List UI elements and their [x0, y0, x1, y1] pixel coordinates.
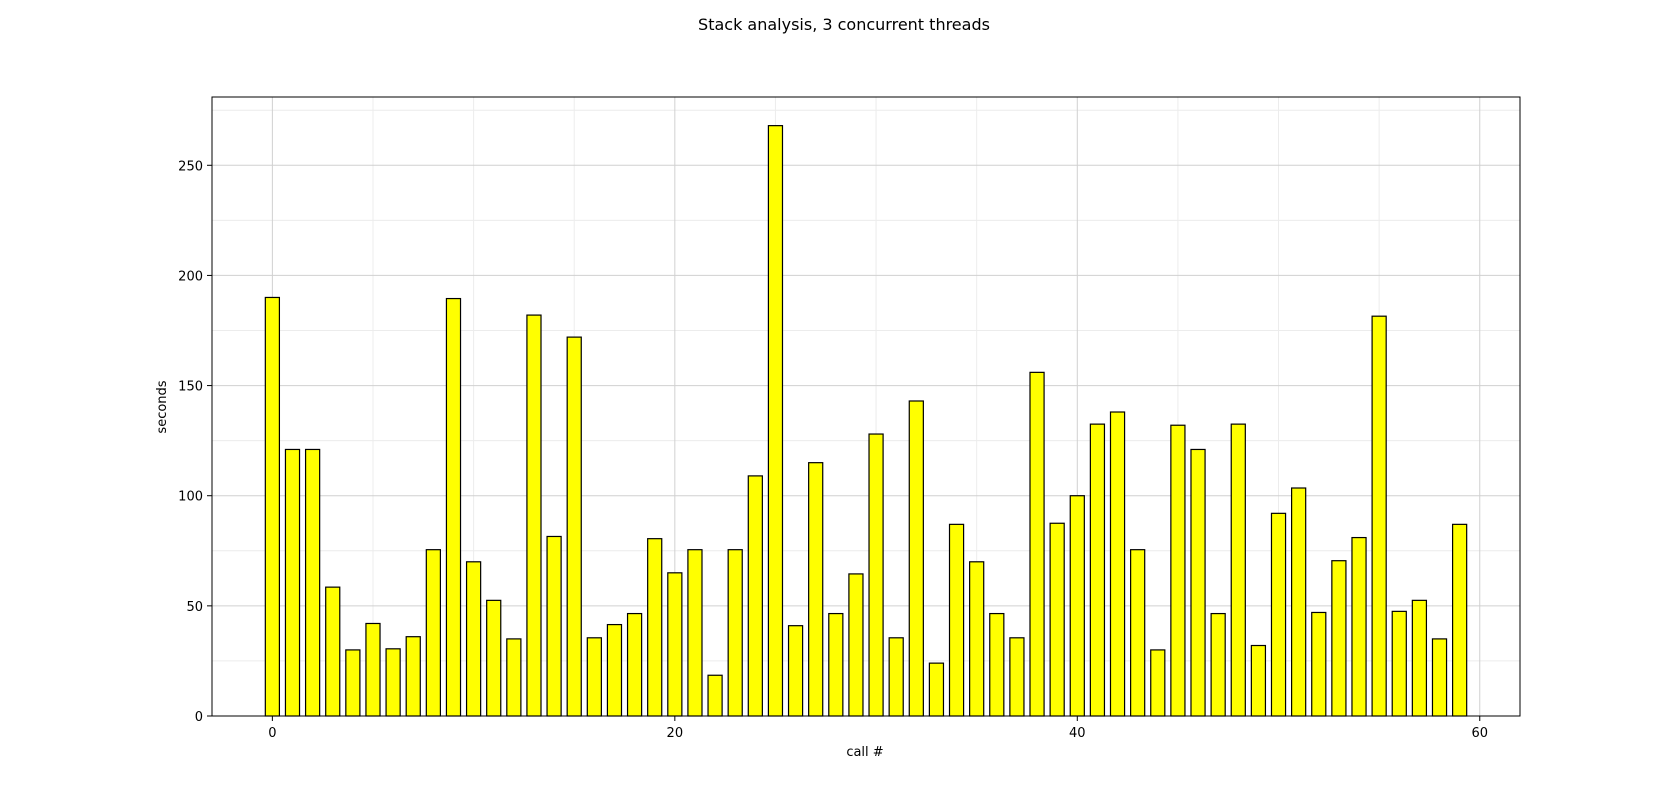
bar	[1029, 371, 1045, 717]
bar	[787, 625, 804, 717]
bar	[1311, 611, 1327, 717]
bar	[868, 433, 884, 717]
y-axis-label: seconds	[155, 380, 170, 433]
x-tick-label: 0	[268, 726, 276, 741]
bar	[1331, 560, 1347, 717]
bar	[1190, 448, 1206, 717]
bar	[1431, 638, 1448, 717]
x-axis: 0 20 40 60	[268, 716, 1488, 741]
bar	[1351, 536, 1367, 717]
bar	[888, 637, 904, 717]
bar	[828, 612, 844, 717]
plot-frame	[211, 96, 1521, 717]
y-tick-label: 0	[195, 710, 203, 725]
bar	[808, 462, 824, 717]
bar	[1250, 644, 1267, 717]
y-tick-label: 150	[178, 380, 203, 395]
bar	[948, 523, 965, 717]
bar	[1089, 423, 1106, 717]
bar	[1069, 495, 1085, 717]
y-tick-label: 50	[186, 600, 203, 615]
bar	[385, 648, 401, 717]
bar	[1109, 411, 1126, 717]
bar	[304, 448, 321, 717]
chart-title: Stack analysis, 3 concurrent threads	[698, 15, 990, 34]
x-tick-label: 40	[1069, 726, 1086, 741]
y-axis: 0 50 100 150 200 250	[178, 159, 212, 725]
bar	[586, 637, 602, 717]
bar	[1270, 512, 1287, 717]
bar	[546, 535, 562, 717]
bar	[767, 125, 784, 717]
y-tick-label: 200	[178, 269, 203, 284]
bars	[264, 125, 1468, 717]
bar	[687, 549, 703, 717]
bar	[928, 662, 945, 717]
bar	[526, 314, 542, 717]
bar	[727, 549, 743, 717]
bar	[465, 561, 482, 717]
bar	[1411, 599, 1428, 717]
bar	[284, 448, 301, 717]
bar	[1009, 637, 1025, 717]
bar	[425, 549, 441, 717]
bar	[1130, 549, 1146, 717]
bar	[989, 612, 1005, 717]
x-axis-label: call #	[846, 745, 883, 760]
bar	[908, 400, 924, 717]
bar	[848, 573, 864, 717]
bar	[626, 612, 643, 717]
bar	[606, 623, 623, 717]
bar	[506, 638, 522, 717]
bar	[445, 297, 462, 717]
bar	[486, 599, 502, 717]
bar	[707, 674, 723, 717]
bar	[264, 296, 281, 717]
y-tick-label: 100	[178, 490, 203, 505]
bar	[667, 572, 683, 717]
x-tick-label: 60	[1471, 726, 1488, 741]
bar	[1049, 522, 1065, 717]
bar	[1291, 487, 1307, 717]
bar	[1451, 523, 1468, 717]
bar	[1230, 423, 1246, 717]
bar	[365, 622, 381, 717]
bar	[345, 649, 361, 717]
bar	[566, 336, 582, 717]
bar	[647, 538, 663, 717]
x-tick-label: 20	[667, 726, 684, 741]
y-tick-label: 250	[178, 159, 203, 174]
bar	[1371, 315, 1387, 717]
bar	[747, 475, 763, 717]
bar	[1150, 649, 1166, 717]
bar	[1391, 610, 1407, 717]
bar	[969, 561, 985, 717]
bar	[1170, 424, 1186, 717]
bar	[325, 586, 341, 717]
bar	[405, 636, 421, 717]
bar	[1210, 612, 1226, 717]
